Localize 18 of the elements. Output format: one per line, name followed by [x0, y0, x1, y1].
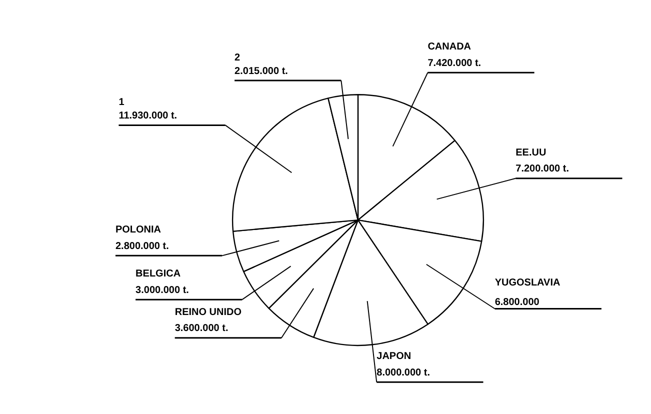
data-label: 7.200.000 t.	[516, 164, 570, 175]
slice-label: YUGOSLAVIA	[494, 278, 560, 289]
slice-label: EE.UU	[516, 147, 546, 158]
data-label: 2.800.000 t.	[115, 240, 170, 252]
slice-label: REINO UNIDO	[174, 306, 242, 318]
slice-label: JAPON	[376, 350, 412, 362]
data-label: 7.420.000 t.	[428, 58, 482, 69]
slice-label: 1	[118, 97, 125, 108]
data-label: 11.930.000 t.	[118, 110, 178, 122]
data-label: 3.600.000 t.	[174, 323, 228, 334]
slice-label: CANADA	[428, 42, 472, 53]
slice-label: BELGICA	[136, 268, 181, 280]
data-label: 3.000.000 t.	[136, 284, 190, 296]
slice-label: POLONIA	[115, 224, 162, 236]
data-label: 2.015.000 t.	[234, 66, 288, 77]
data-label: 6.800.000	[494, 296, 540, 308]
data-label: 8.000.000 t.	[376, 367, 430, 378]
slice-label: 2	[234, 52, 241, 64]
